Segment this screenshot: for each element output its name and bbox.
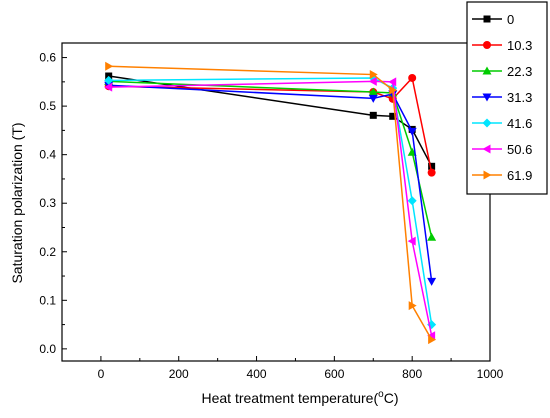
series-50-6: [104, 76, 436, 341]
data-point: [368, 94, 378, 103]
data-point: [427, 168, 436, 177]
legend-label: 22.3: [507, 64, 532, 79]
data-point: [408, 73, 417, 82]
y-axis-title: Saturation polarization (T): [9, 122, 25, 283]
data-point: [368, 76, 377, 86]
data-point: [483, 41, 491, 49]
legend-entry: 31.3: [472, 90, 532, 105]
y-tick-label: 0.1: [39, 293, 56, 307]
data-point: [369, 70, 378, 80]
data-point: [105, 61, 114, 71]
x-tick-label: 0: [98, 367, 105, 381]
data-point: [482, 144, 491, 154]
x-tick-label: 600: [324, 367, 344, 381]
y-tick-label: 0.2: [39, 245, 56, 259]
data-point: [483, 170, 492, 180]
data-point: [369, 111, 377, 119]
series-61-9: [105, 61, 437, 345]
data-point: [427, 232, 437, 241]
data-point: [483, 15, 491, 23]
series-layer: [104, 61, 437, 345]
data-point: [104, 82, 113, 92]
legend-entry: 41.6: [472, 116, 532, 131]
legend: 0 10.3 22.3 31.3 41.6 50.6 61.9: [466, 1, 548, 195]
legend-label: 10.3: [507, 38, 532, 53]
legend-label: 41.6: [507, 116, 532, 131]
x-tick-label: 400: [247, 367, 267, 381]
y-tick-label: 0.6: [39, 51, 56, 65]
data-point: [389, 112, 397, 120]
x-tick-label: 800: [402, 367, 422, 381]
y-tick-label: 0.3: [39, 196, 56, 210]
data-point: [482, 118, 492, 128]
y-tick-label: 0.4: [39, 148, 56, 162]
data-point: [407, 127, 417, 136]
legend-entry: 10.3: [472, 38, 532, 53]
tick-label-layer: 0 200 400 600 800 1000 0.0 0.1 0.2 0.3 0.4 0.5 0.6: [39, 51, 503, 381]
data-point: [428, 335, 437, 345]
x-tick-label: 1000: [477, 367, 504, 381]
legend-entry: 61.9: [472, 168, 532, 183]
data-point: [407, 236, 416, 246]
plot-frame: [61, 42, 491, 362]
y-tick-label: 0.0: [39, 342, 56, 356]
legend-entry: 50.6: [472, 142, 532, 157]
legend-label: 31.3: [507, 90, 532, 105]
x-axis-title: Heat treatment temperature(oC): [202, 389, 399, 406]
legend-entry: 0: [472, 12, 514, 27]
data-point: [427, 277, 437, 286]
legend-label: 61.9: [507, 168, 532, 183]
legend-entry: 22.3: [472, 64, 532, 79]
y-tick-label: 0.5: [39, 99, 56, 113]
x-tick-label: 200: [169, 367, 189, 381]
legend-box: [466, 1, 548, 195]
data-point: [104, 75, 114, 85]
data-point: [428, 162, 436, 170]
data-point: [407, 196, 417, 206]
data-point: [368, 87, 378, 96]
data-point: [482, 93, 492, 102]
legend-label: 0: [507, 12, 514, 27]
data-point: [389, 85, 398, 95]
data-point: [408, 301, 417, 311]
data-point: [482, 66, 492, 75]
legend-label: 50.6: [507, 142, 532, 157]
data-point: [388, 77, 397, 87]
